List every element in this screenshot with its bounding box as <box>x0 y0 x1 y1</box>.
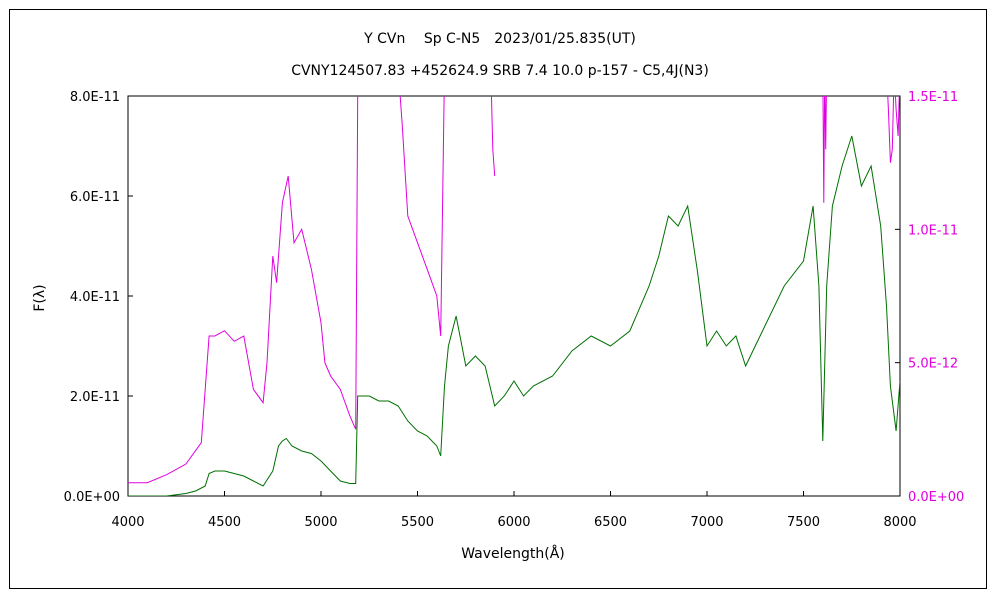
right-axis-series-line-1 <box>128 96 496 484</box>
left-axis-series-line-0 <box>128 135 900 496</box>
y2-tick-label: 0.0E+00 <box>908 490 964 505</box>
x-axis: 4000 4500 5000 5500 6000 6500 7000 7500 8000 <box>111 491 917 530</box>
x-tick-label: 5500 <box>401 515 434 530</box>
y-tick-label: 8.0E-11 <box>70 90 120 105</box>
y-tick-label: 2.0E-11 <box>70 390 120 405</box>
chart-subtitle: CVNY124507.83 +452624.9 SRB 7.4 10.0 p-1… <box>291 63 709 79</box>
y2-tick-label: 5.0E-12 <box>908 357 958 372</box>
x-tick-label: 7500 <box>787 515 820 530</box>
y-tick-label: 6.0E-11 <box>70 190 120 205</box>
right-axis-series-line-2 <box>822 96 827 203</box>
y-tick-label: 4.0E-11 <box>70 290 120 305</box>
left-y-axis: 0.0E+00 2.0E-11 4.0E-11 6.0E-11 8.0E-11 <box>64 90 133 505</box>
y-tick-label: 0.0E+00 <box>64 490 120 505</box>
x-tick-label: 6500 <box>594 515 627 530</box>
right-y-axis: 0.0E+00 5.0E-12 1.0E-11 1.5E-11 <box>895 90 964 505</box>
y2-tick-label: 1.0E-11 <box>908 223 958 238</box>
x-tick-label: 6000 <box>497 515 530 530</box>
x-axis-label: Wavelength(Å) <box>461 545 565 562</box>
series-layer <box>128 96 900 496</box>
y2-tick-label: 1.5E-11 <box>908 90 958 105</box>
x-tick-label: 4000 <box>111 515 144 530</box>
x-tick-label: 4500 <box>208 515 241 530</box>
y-axis-label: F(λ) <box>32 284 48 311</box>
x-tick-label: 8000 <box>883 515 916 530</box>
x-tick-label: 7000 <box>690 515 723 530</box>
x-tick-label: 5000 <box>304 515 337 530</box>
right-axis-series-line-3 <box>887 96 900 163</box>
chart-title: Y CVn Sp C-N5 2023/01/25.835(UT) <box>363 31 636 47</box>
plot-area <box>127 95 901 497</box>
